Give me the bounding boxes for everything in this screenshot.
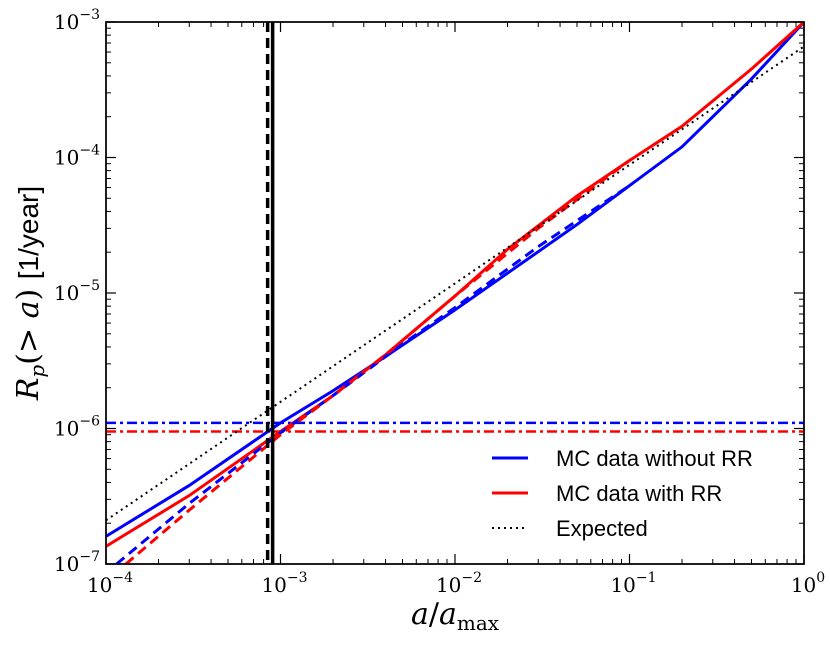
legend-label-expected: Expected bbox=[556, 516, 648, 541]
series-line bbox=[115, 184, 631, 564]
y-axis-label: Rp(> a) [1/year] bbox=[11, 186, 49, 401]
legend-label-mc-with-rr: MC data with RR bbox=[556, 481, 722, 506]
y-tick-label: 10−3 bbox=[54, 7, 100, 34]
series-line bbox=[124, 159, 631, 564]
x-tick-label: 10−3 bbox=[261, 570, 307, 597]
x-tick-label: 10−4 bbox=[87, 570, 133, 597]
series-line bbox=[106, 45, 804, 522]
series-line bbox=[106, 22, 804, 538]
y-tick-label: 10−6 bbox=[54, 414, 100, 441]
x-axis-label: a/amax bbox=[411, 597, 500, 635]
y-tick-label: 10−5 bbox=[54, 278, 100, 305]
series-layer bbox=[106, 22, 804, 564]
series-line bbox=[106, 22, 804, 548]
x-tick-label: 10−2 bbox=[436, 570, 482, 597]
axis-ticks: 10−4 10−3 10−2 10−1 100 10−7 10−6 10−5 10−4 10−3 bbox=[54, 7, 825, 597]
legend: MC data without RR MC data with RR Expec… bbox=[492, 446, 753, 541]
y-tick-label: 10−7 bbox=[54, 549, 100, 576]
y-tick-label: 10−4 bbox=[54, 143, 100, 170]
x-tick-label: 100 bbox=[791, 570, 825, 597]
x-tick-label: 10−1 bbox=[610, 570, 656, 597]
plot-border bbox=[105, 21, 805, 565]
legend-label-mc-without-rr: MC data without RR bbox=[556, 446, 753, 471]
